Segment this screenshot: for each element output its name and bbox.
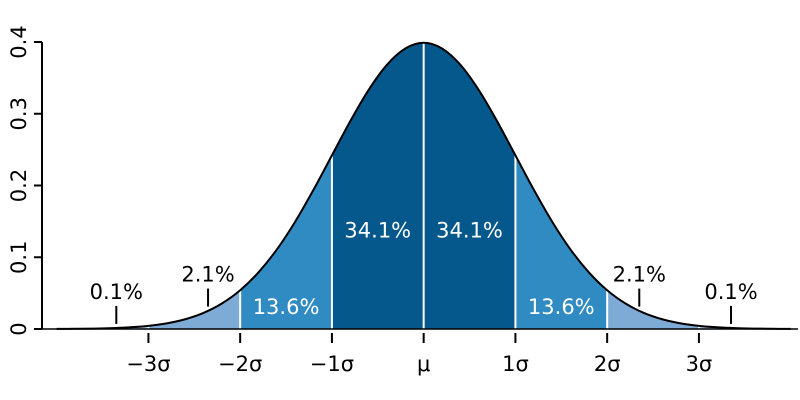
x-tick-label: 2σ bbox=[594, 352, 621, 376]
region bbox=[148, 290, 241, 329]
region-label: 13.6% bbox=[528, 295, 595, 319]
y-tick-label: 0 bbox=[7, 322, 31, 335]
region-label: 13.6% bbox=[253, 295, 320, 319]
region bbox=[607, 290, 699, 329]
density-curve bbox=[56, 41, 791, 330]
region bbox=[423, 42, 516, 330]
region-label: 2.1% bbox=[613, 263, 666, 287]
x-tick-label: −3σ bbox=[126, 352, 170, 376]
x-tick-label: −1σ bbox=[310, 352, 354, 376]
region-label: 0.1% bbox=[704, 280, 757, 304]
x-tick-label: μ bbox=[417, 352, 430, 376]
x-tick-label: 3σ bbox=[686, 352, 713, 376]
region bbox=[331, 42, 424, 330]
y-tick-label: 0.4 bbox=[7, 25, 31, 58]
y-tick-label: 0.3 bbox=[7, 97, 31, 130]
region-label: 34.1% bbox=[436, 218, 503, 242]
region-label: 0.1% bbox=[90, 280, 143, 304]
x-tick-label: −2σ bbox=[218, 352, 262, 376]
y-tick-label: 0.2 bbox=[7, 169, 31, 202]
y-tick-label: 0.1 bbox=[7, 241, 31, 274]
region-label: 34.1% bbox=[344, 218, 411, 242]
x-tick-label: 1σ bbox=[502, 352, 529, 376]
region-label: 2.1% bbox=[181, 263, 234, 287]
